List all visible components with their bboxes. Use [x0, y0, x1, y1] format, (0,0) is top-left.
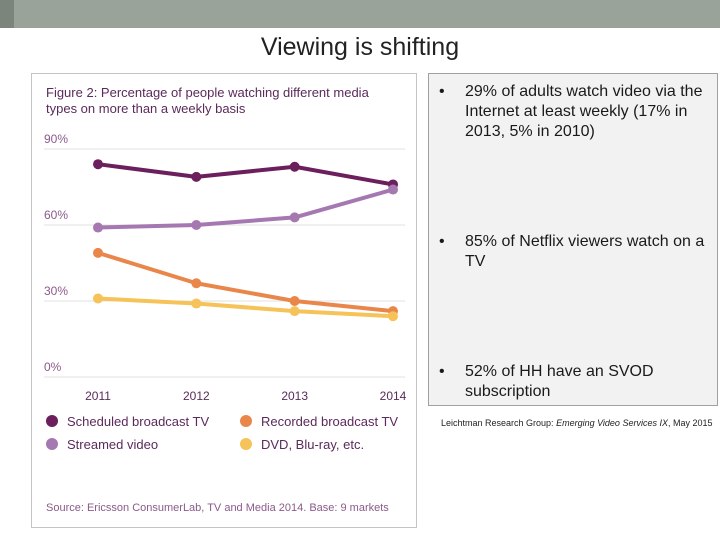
- bullet-text: 85% of Netflix viewers watch on a TV: [465, 233, 705, 270]
- legend-marker: [46, 438, 58, 450]
- header-accent: [0, 0, 14, 28]
- x-tick-label: 2012: [183, 389, 210, 403]
- data-point: [191, 298, 202, 309]
- x-tick-label: 2014: [380, 389, 407, 403]
- bullet-item: • 52% of HH have an SVOD subscription: [439, 362, 705, 402]
- citation-title: Emerging Video Services IX: [556, 418, 668, 428]
- header-bar: [0, 0, 720, 28]
- bullet-item: • 29% of adults watch video via the Inte…: [439, 82, 705, 142]
- citation: Leichtman Research Group: Emerging Video…: [441, 418, 712, 428]
- legend-label: Scheduled broadcast TV: [67, 414, 209, 429]
- x-tick-label: 2011: [85, 389, 111, 403]
- figure-panel: 0% 30% 60% 90% 2011 2012 2013 2014 Scheduled bro…: [31, 73, 417, 528]
- series-line: [96, 296, 395, 319]
- legend-marker: [46, 415, 58, 427]
- y-tick-label: 0%: [44, 360, 62, 374]
- series-line: [96, 187, 395, 230]
- citation-suffix: , May 2015: [667, 418, 713, 428]
- legend-label: Streamed video: [67, 437, 158, 452]
- data-point: [191, 278, 202, 289]
- y-tick-label: 30%: [44, 284, 68, 298]
- data-point: [388, 184, 398, 195]
- legend-marker: [240, 415, 252, 427]
- series-line: [96, 162, 395, 187]
- data-point: [289, 161, 300, 172]
- data-point: [388, 311, 398, 322]
- y-tick-label: 90%: [44, 132, 68, 146]
- legend-marker: [240, 438, 252, 450]
- data-point: [289, 306, 300, 317]
- data-point: [289, 296, 300, 306]
- bullet-panel: • 29% of adults watch video via the Inte…: [428, 73, 718, 406]
- y-tick-label: 60%: [44, 208, 68, 222]
- bullet-marker: •: [439, 233, 445, 250]
- bullet-text: 29% of adults watch video via the Intern…: [465, 83, 703, 140]
- figure-title: Figure 2: Percentage of people watching …: [46, 85, 369, 116]
- line-chart: 0% 30% 60% 90% 2011 2012 2013 2014 Scheduled bro…: [44, 132, 407, 452]
- bullet-marker: •: [439, 83, 445, 100]
- data-point: [191, 220, 202, 230]
- x-tick-label: 2013: [281, 389, 308, 403]
- series-line: [96, 250, 395, 314]
- data-point: [289, 212, 300, 223]
- slide-title: Viewing is shifting: [260, 33, 460, 61]
- data-point: [93, 222, 103, 233]
- figure-source: Source: Ericsson ConsumerLab, TV and Med…: [46, 502, 389, 514]
- citation-prefix: Leichtman Research Group:: [441, 418, 557, 428]
- data-point: [93, 247, 103, 258]
- legend-label: Recorded broadcast TV: [261, 414, 398, 429]
- bullet-marker: •: [439, 363, 445, 380]
- bullet-item: • 85% of Netflix viewers watch on a TV: [439, 232, 705, 272]
- data-point: [191, 171, 202, 182]
- legend-label: DVD, Blu-ray, etc.: [261, 437, 364, 452]
- data-point: [93, 293, 103, 304]
- bullet-text: 52% of HH have an SVOD subscription: [465, 363, 654, 400]
- data-point: [93, 159, 103, 170]
